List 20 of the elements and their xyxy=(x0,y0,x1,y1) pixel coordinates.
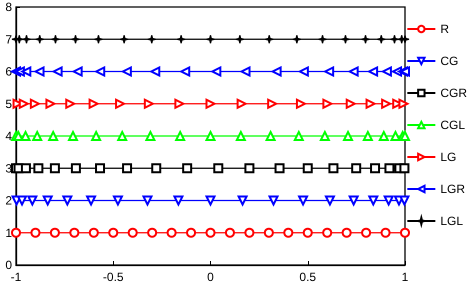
legend-label: LGR xyxy=(440,182,466,196)
x-tick-label: 1 xyxy=(402,270,409,284)
legend-label: R xyxy=(440,22,450,36)
x-tick-label: 0.5 xyxy=(299,270,316,284)
x-tick-label: -1 xyxy=(10,270,22,284)
y-tick-label: 8 xyxy=(5,0,12,14)
x-tick-label: -0.5 xyxy=(102,270,124,284)
legend-label: LG xyxy=(440,150,456,164)
y-tick-label: 7 xyxy=(5,32,12,46)
y-tick-label: 5 xyxy=(5,96,12,111)
x-tick-label: 0 xyxy=(207,270,214,284)
y-tick-label: 0 xyxy=(5,258,12,272)
y-tick-label: 6 xyxy=(5,64,12,78)
y-tick-label: 1 xyxy=(5,226,12,240)
legend-label: CGR xyxy=(440,86,468,100)
legend-label: LGL xyxy=(440,214,464,228)
y-tick-label: 2 xyxy=(5,194,12,208)
y-tick-label: 4 xyxy=(5,129,12,143)
legend-label: CGL xyxy=(440,118,466,132)
legend-label: CG xyxy=(440,54,458,68)
